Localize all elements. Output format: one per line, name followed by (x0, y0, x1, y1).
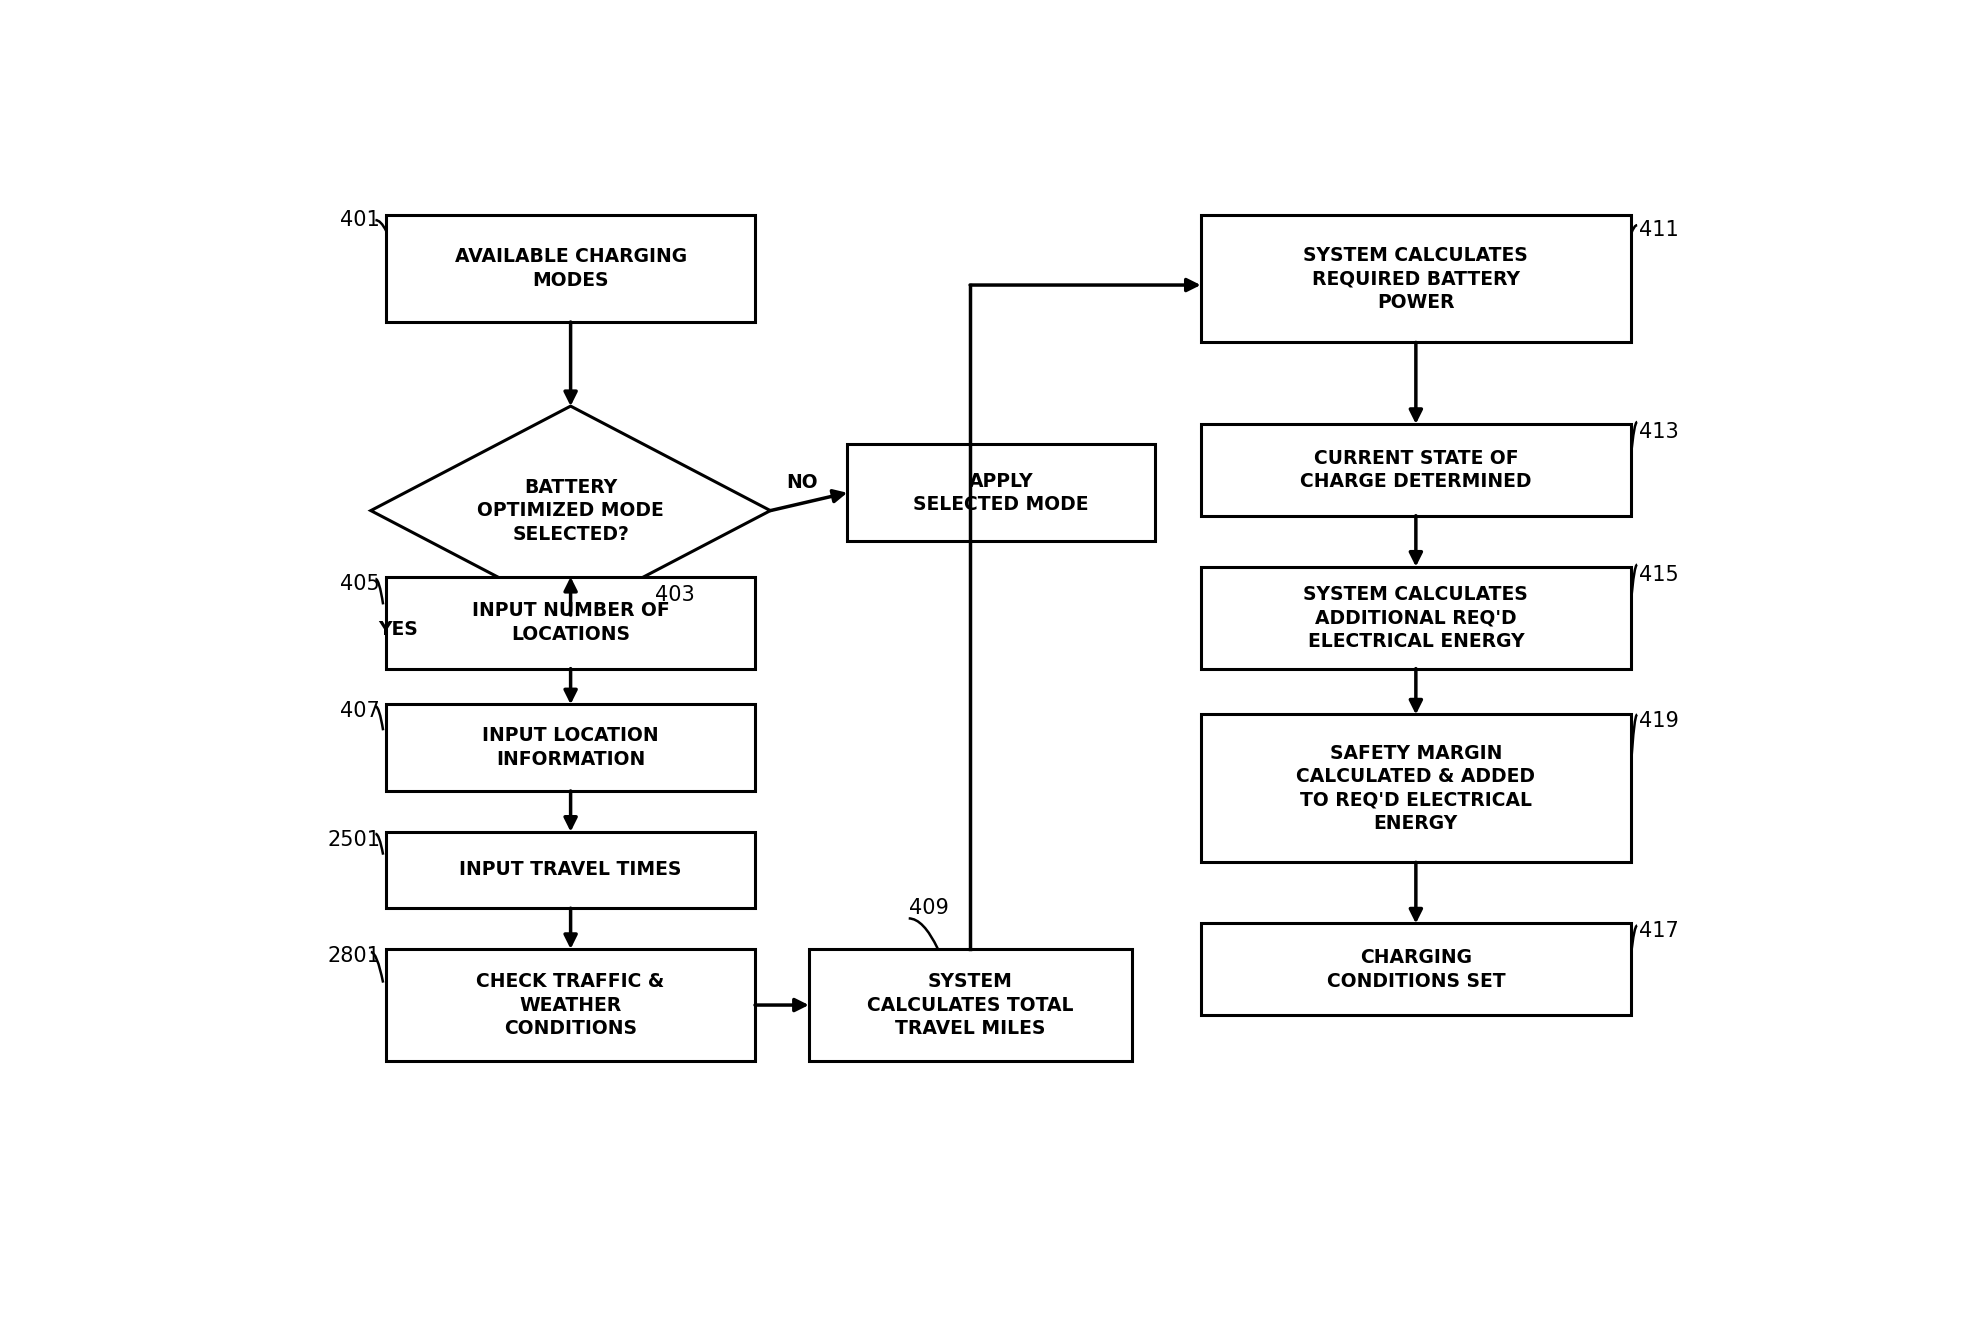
Text: 405: 405 (341, 573, 381, 593)
FancyBboxPatch shape (1199, 424, 1629, 515)
Text: CHARGING
CONDITIONS SET: CHARGING CONDITIONS SET (1326, 948, 1504, 990)
Text: AVAILABLE CHARGING
MODES: AVAILABLE CHARGING MODES (454, 248, 686, 290)
FancyBboxPatch shape (386, 831, 755, 908)
Text: APPLY
SELECTED MODE: APPLY SELECTED MODE (912, 471, 1088, 514)
Text: 411: 411 (1637, 220, 1677, 240)
Text: 403: 403 (654, 585, 694, 605)
Text: 2501: 2501 (327, 830, 381, 850)
Text: SYSTEM
CALCULATES TOTAL
TRAVEL MILES: SYSTEM CALCULATES TOTAL TRAVEL MILES (866, 972, 1072, 1038)
FancyBboxPatch shape (386, 214, 755, 322)
FancyBboxPatch shape (1199, 567, 1629, 669)
FancyBboxPatch shape (1199, 214, 1629, 343)
Text: INPUT LOCATION
INFORMATION: INPUT LOCATION INFORMATION (482, 727, 658, 769)
Text: BATTERY
OPTIMIZED MODE
SELECTED?: BATTERY OPTIMIZED MODE SELECTED? (478, 478, 664, 544)
Text: 415: 415 (1637, 564, 1677, 585)
FancyBboxPatch shape (1199, 924, 1629, 1016)
Polygon shape (371, 406, 769, 616)
Text: 407: 407 (341, 702, 381, 722)
Text: 401: 401 (341, 209, 381, 230)
Text: SYSTEM CALCULATES
REQUIRED BATTERY
POWER: SYSTEM CALCULATES REQUIRED BATTERY POWER (1302, 246, 1528, 311)
FancyBboxPatch shape (386, 949, 755, 1061)
Text: SYSTEM CALCULATES
ADDITIONAL REQ'D
ELECTRICAL ENERGY: SYSTEM CALCULATES ADDITIONAL REQ'D ELECT… (1302, 585, 1528, 650)
FancyBboxPatch shape (386, 577, 755, 669)
Text: 419: 419 (1637, 711, 1677, 731)
Text: 2801: 2801 (327, 945, 381, 967)
Text: INPUT TRAVEL TIMES: INPUT TRAVEL TIMES (460, 861, 682, 879)
FancyBboxPatch shape (386, 704, 755, 790)
FancyBboxPatch shape (809, 949, 1132, 1061)
Text: SAFETY MARGIN
CALCULATED & ADDED
TO REQ'D ELECTRICAL
ENERGY: SAFETY MARGIN CALCULATED & ADDED TO REQ'… (1296, 744, 1534, 833)
Text: CURRENT STATE OF
CHARGE DETERMINED: CURRENT STATE OF CHARGE DETERMINED (1300, 449, 1530, 491)
Text: YES: YES (379, 620, 418, 639)
Text: 413: 413 (1637, 422, 1677, 442)
Text: 409: 409 (908, 899, 947, 919)
Text: NO: NO (785, 473, 817, 493)
Text: 417: 417 (1637, 922, 1677, 941)
FancyBboxPatch shape (846, 445, 1154, 542)
FancyBboxPatch shape (1199, 715, 1629, 862)
Text: CHECK TRAFFIC &
WEATHER
CONDITIONS: CHECK TRAFFIC & WEATHER CONDITIONS (476, 972, 664, 1038)
Text: INPUT NUMBER OF
LOCATIONS: INPUT NUMBER OF LOCATIONS (472, 601, 670, 643)
